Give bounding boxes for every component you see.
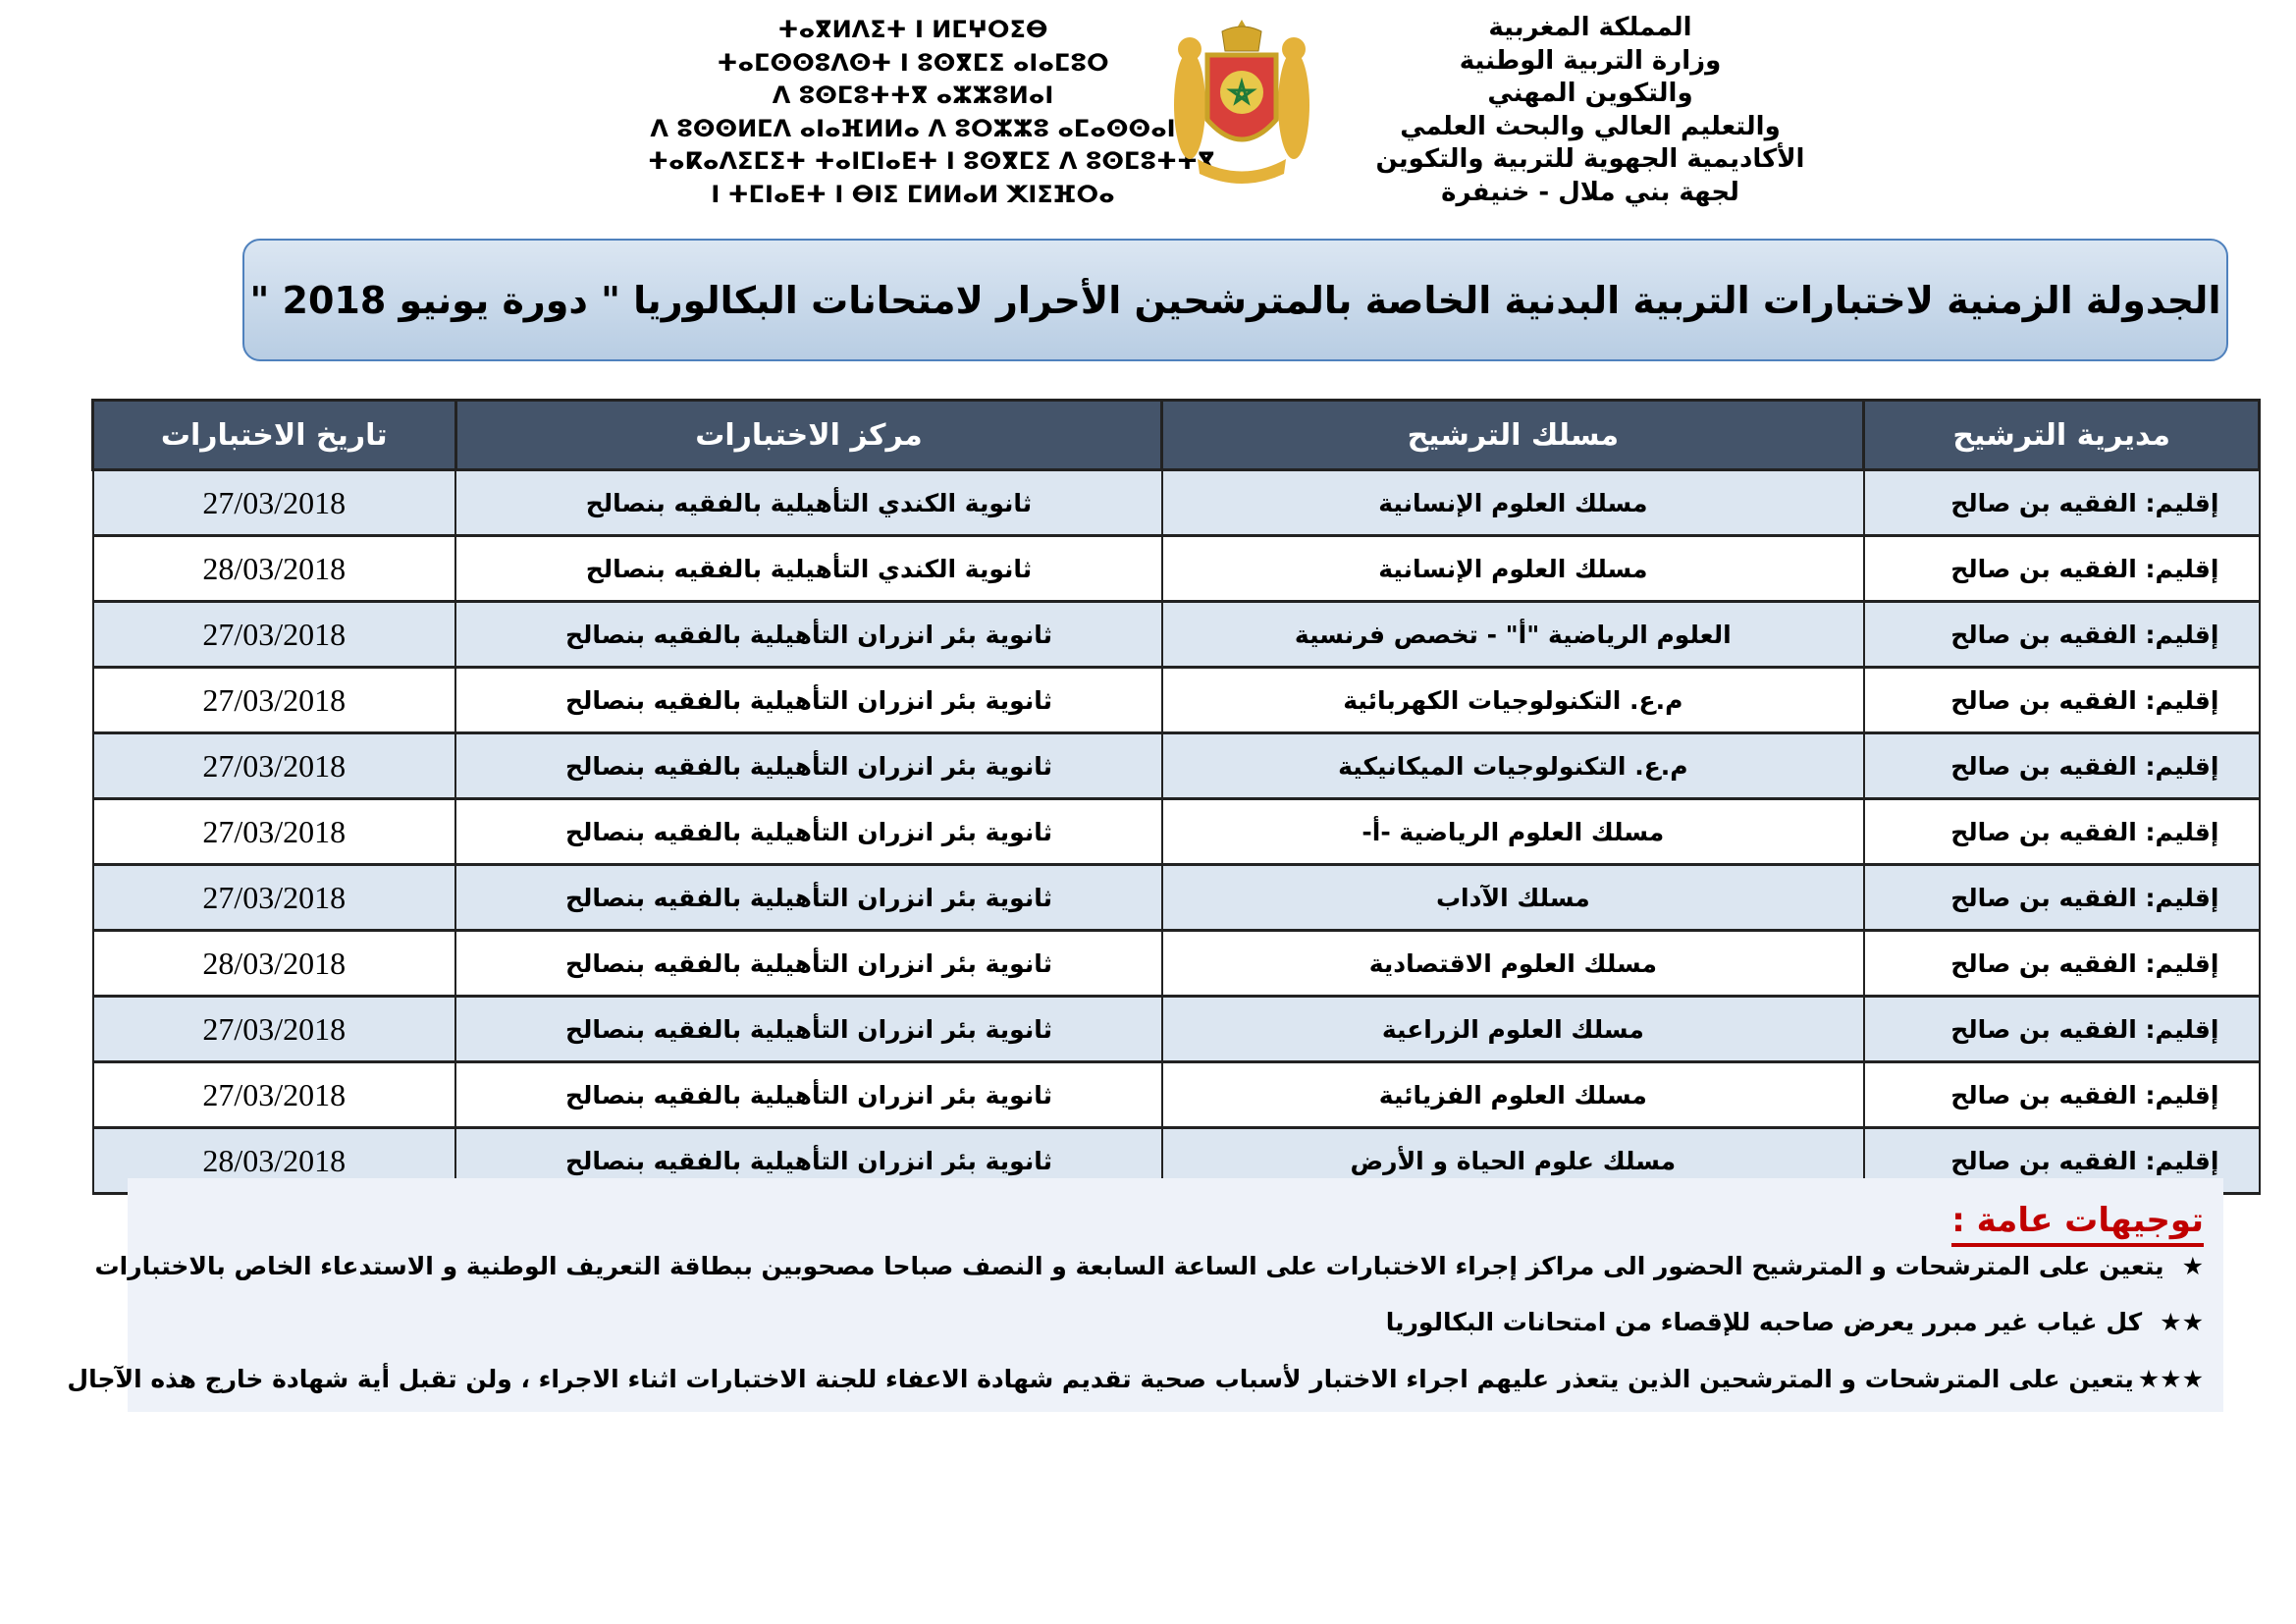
cell-directorate: إقليم: الفقيه بن صالح	[1862, 930, 2261, 998]
cell-center: ثانوية بئر انزران التأهيلية بالفقيه بنصا…	[454, 1061, 1163, 1129]
guideline-item: ★ يتعين على المترشحات و المترشيح الحضور ا…	[95, 1252, 2204, 1280]
guideline-item: ★★★يتعين على المترشحات و المترشحين الذين…	[67, 1365, 2204, 1393]
cell-date: 28/03/2018	[91, 930, 457, 998]
table-row: إقليم: الفقيه بن صالح مسلك الآداب ثانوية ب…	[91, 864, 2261, 932]
arabic-header-line: والتكوين المهني	[1487, 79, 1693, 108]
cell-track: العلوم الرياضية "أ" - تخصص فرنسية	[1160, 601, 1865, 669]
cell-center: ثانوية بئر انزران التأهيلية بالفقيه بنصا…	[454, 864, 1163, 932]
cell-directorate: إقليم: الفقيه بن صالح	[1862, 469, 2261, 537]
cell-directorate: إقليم: الفقيه بن صالح	[1862, 535, 2261, 603]
arabic-header-line: المملكة المغربية	[1488, 13, 1692, 42]
cell-center: ثانوية بئر انزران التأهيلية بالفقيه بنصا…	[454, 601, 1163, 669]
cell-date: 27/03/2018	[91, 667, 457, 734]
tifinagh-line: ⴷ ⵓⵙⵎⵓⵜⵜⴳ ⴰⵣⵣⵓⵍⴰⵏ	[772, 81, 1054, 109]
cell-directorate: إقليم: الفقيه بن صالح	[1862, 1127, 2261, 1195]
tifinagh-line: ⵜⴰⵎⵙⵙⵓⴷⵙⵜ ⵏ ⵓⵙⴳⵎⵉ ⴰⵏⴰⵎⵓⵔ	[717, 48, 1109, 77]
cell-directorate: إقليم: الفقيه بن صالح	[1862, 1061, 2261, 1129]
coat-of-arms-emblem	[1174, 20, 1309, 184]
cell-directorate: إقليم: الفقيه بن صالح	[1862, 732, 2261, 800]
cell-track: مسلك العلوم الإنسانية	[1160, 469, 1865, 537]
cell-directorate: إقليم: الفقيه بن صالح	[1862, 798, 2261, 866]
table-row: إقليم: الفقيه بن صالح مسلك العلوم الإنسان…	[91, 469, 2261, 537]
cell-date: 27/03/2018	[91, 732, 457, 800]
cell-date: 27/03/2018	[91, 864, 457, 932]
cell-track: مسلك العلوم الاقتصادية	[1160, 930, 1865, 998]
header-track: مسلك الترشيح	[1160, 399, 1866, 471]
cell-track: م.ع. التكنولوجيات الكهربائية	[1160, 667, 1865, 734]
cell-directorate: إقليم: الفقيه بن صالح	[1862, 667, 2261, 734]
cell-date: 28/03/2018	[91, 535, 457, 603]
cell-track: مسلك العلوم الرياضية -أ-	[1160, 798, 1865, 866]
cell-track: مسلك العلوم الإنسانية	[1160, 535, 1865, 603]
cell-center: ثانوية بئر انزران التأهيلية بالفقيه بنصا…	[454, 798, 1163, 866]
cell-date: 27/03/2018	[91, 798, 457, 866]
cell-center: ثانوية الكندي التأهيلية بالفقيه بنصالح	[454, 469, 1163, 537]
general-guidelines: توجيهات عامة : ★ يتعين على المترشحات و ال…	[67, 1178, 2223, 1412]
schedule-table: مديرية الترشيح مسلك الترشيح مركز الاختبا…	[91, 399, 2261, 1195]
guideline-item: ★★ كل غياب غير مبرر يعرض صاحبه للإقصاء من…	[1386, 1308, 2204, 1336]
star-icon: ★★	[2160, 1308, 2204, 1336]
table-row: إقليم: الفقيه بن صالح مسلك العلوم الفزيائ…	[91, 1061, 2261, 1129]
arabic-header-line: الأكاديمية الجهوية للتربية والتكوين	[1375, 144, 1805, 174]
tifinagh-line: ⵜⴰⴳⵍⴷⵉⵜ ⵏ ⵍⵎⵖⵔⵉⴱ	[777, 16, 1048, 43]
table-row: إقليم: الفقيه بن صالح م.ع. التكنولوجيات ا…	[91, 667, 2261, 734]
guidelines-heading: توجيهات عامة :	[1951, 1198, 2204, 1247]
cell-track: مسلك الآداب	[1160, 864, 1865, 932]
guideline-text: يتعين على المترشحات و المترشحين الذين يت…	[67, 1365, 2134, 1393]
star-icon: ★★★	[2137, 1365, 2204, 1393]
cell-center: ثانوية بئر انزران التأهيلية بالفقيه بنصا…	[454, 732, 1163, 800]
tifinagh-line: ⵏ ⵜⵎⵏⴰⴹⵜ ⵏ ⴱⵏⵉ ⵎⵍⵍⴰⵍ ⵅⵏⵉⴼⵔⴰ	[711, 180, 1115, 208]
cell-center: ثانوية بئر انزران التأهيلية بالفقيه بنصا…	[454, 667, 1163, 734]
arabic-header-line: لجهة بني ملال - خنيفرة	[1441, 177, 1739, 207]
header-center: مركز الاختبارات	[454, 399, 1164, 471]
table-row: إقليم: الفقيه بن صالح مسلك العلوم الإنسان…	[91, 535, 2261, 603]
cell-date: 27/03/2018	[91, 996, 457, 1063]
arabic-header-line: والتعليم العالي والبحث العلمي	[1400, 111, 1781, 141]
cell-track: مسلك العلوم الزراعية	[1160, 996, 1865, 1063]
cell-track: م.ع. التكنولوجيات الميكانيكية	[1160, 732, 1865, 800]
cell-track: مسلك العلوم الفزيائية	[1160, 1061, 1865, 1129]
tifinagh-line: ⵜⴰⴽⴰⴷⵉⵎⵉⵜ ⵜⴰⵏⵎⵏⴰⴹⵜ ⵏ ⵓⵙⴳⵎⵉ ⴷ ⵓⵙⵎⵓⵜⵜⴳ	[648, 147, 1215, 175]
cell-center: ثانوية الكندي التأهيلية بالفقيه بنصالح	[454, 535, 1163, 603]
table-row: إقليم: الفقيه بن صالح مسلك العلوم الرياضي…	[91, 798, 2261, 866]
table-row: إقليم: الفقيه بن صالح مسلك العلوم الاقتصا…	[91, 930, 2261, 998]
table-row: إقليم: الفقيه بن صالح مسلك العلوم الزراعي…	[91, 996, 2261, 1063]
document-title: الجدولة الزمنية لاختبارات التربية البدني…	[249, 278, 2221, 322]
table-header-row: مديرية الترشيح مسلك الترشيح مركز الاختبا…	[91, 399, 2261, 471]
tifinagh-header: ⵜⴰⴳⵍⴷⵉⵜ ⵏ ⵍⵎⵖⵔⵉⴱ ⵜⴰⵎⵙⵙⵓⴷⵙⵜ ⵏ ⵓⵙⴳⵎⵉ ⴰⵏⴰⵎⵓ…	[648, 14, 1215, 211]
cell-center: ثانوية بئر انزران التأهيلية بالفقيه بنصا…	[454, 996, 1163, 1063]
header-directorate: مديرية الترشيح	[1862, 399, 2261, 471]
guideline-text: كل غياب غير مبرر يعرض صاحبه للإقصاء من ا…	[1385, 1308, 2143, 1336]
cell-date: 27/03/2018	[91, 601, 457, 669]
table-row: إقليم: الفقيه بن صالح م.ع. التكنولوجيات ا…	[91, 732, 2261, 800]
cell-directorate: إقليم: الفقيه بن صالح	[1862, 864, 2261, 932]
table-row: إقليم: الفقيه بن صالح العلوم الرياضية "أ"…	[91, 601, 2261, 669]
arabic-header: المملكة المغربية وزارة التربية الوطنية و…	[1335, 12, 1845, 209]
cell-date: 27/03/2018	[91, 1061, 457, 1129]
guideline-text: يتعين على المترشحات و المترشيح الحضور ال…	[94, 1252, 2164, 1280]
header-date: تاريخ الاختبارات	[91, 399, 457, 471]
star-icon: ★	[2181, 1252, 2204, 1280]
cell-directorate: إقليم: الفقيه بن صالح	[1862, 996, 2261, 1063]
tifinagh-line: ⴷ ⵓⵙⵙⵍⵎⴷ ⴰⵏⴰⴼⵍⵍⴰ ⴷ ⵓⵔⵣⵣⵓ ⴰⵎⴰⵙⵙⴰⵏ	[650, 114, 1176, 142]
document-title-box: الجدولة الزمنية لاختبارات التربية البدني…	[242, 239, 2228, 361]
arabic-header-line: وزارة التربية الوطنية	[1459, 45, 1722, 76]
cell-date: 27/03/2018	[91, 469, 457, 537]
cell-center: ثانوية بئر انزران التأهيلية بالفقيه بنصا…	[454, 930, 1163, 998]
cell-directorate: إقليم: الفقيه بن صالح	[1862, 601, 2261, 669]
